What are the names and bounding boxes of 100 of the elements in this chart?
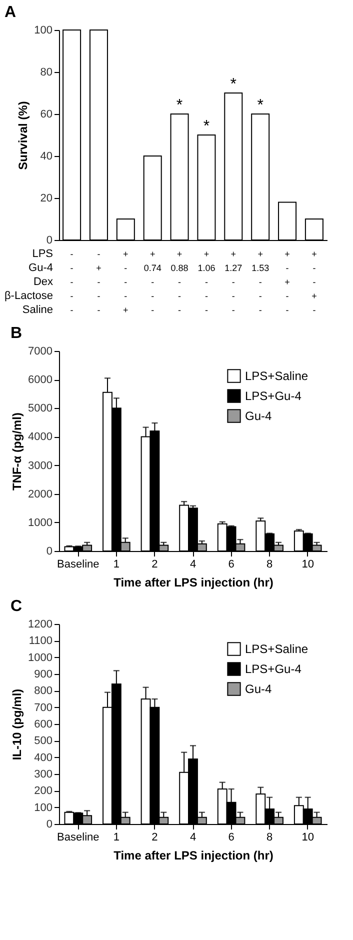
text: - (70, 277, 74, 287)
text: - (124, 277, 128, 287)
y-tick-label: 200 (34, 785, 52, 798)
y-tick-label: 2000 (28, 488, 52, 500)
chart-title: C (10, 598, 23, 615)
x-tick-label: 6 (228, 832, 234, 844)
text: - (151, 291, 154, 301)
text: - (258, 277, 262, 287)
text: 0.88 (170, 263, 188, 273)
text: + (284, 249, 290, 259)
x-axis-title: Time after LPS injection (hr) (114, 576, 274, 590)
text: - (178, 305, 182, 315)
text: + (312, 249, 317, 259)
text: - (70, 291, 74, 301)
text: - (70, 305, 74, 315)
y-tick-label: 800 (34, 685, 52, 698)
y-tick-label: 700 (34, 702, 52, 714)
text: - (204, 277, 208, 287)
text: - (97, 291, 100, 301)
x-tick-label: 8 (266, 832, 273, 844)
text: + (150, 249, 156, 259)
y-tick-label: 100 (34, 802, 52, 814)
text: + (96, 263, 102, 273)
y-tick-label: 1200 (28, 618, 52, 630)
text: + (312, 291, 317, 301)
text: + (123, 305, 128, 315)
x-tick-label: 6 (228, 558, 234, 570)
text: - (258, 291, 262, 301)
x-tick-label: 10 (302, 832, 314, 844)
text: - (178, 277, 182, 287)
text: - (97, 305, 100, 315)
text: LPS (32, 248, 53, 260)
text: β-Lactose (4, 290, 53, 302)
text: + (204, 249, 210, 259)
text: - (312, 277, 316, 287)
x-tick-label: 1 (113, 832, 120, 844)
chart-title: A (4, 4, 16, 21)
y-tick-label: 80 (40, 66, 52, 78)
chart-title: B (10, 325, 22, 342)
text: - (124, 291, 128, 301)
text: 0.74 (144, 263, 162, 273)
y-axis-title: IL-10 (pg/ml) (10, 688, 24, 760)
text: - (204, 291, 208, 301)
y-tick-label: 40 (40, 150, 52, 162)
text: - (286, 263, 289, 273)
text: - (312, 263, 316, 273)
y-tick-label: 7000 (28, 346, 52, 358)
text: - (286, 305, 289, 315)
y-tick-label: 900 (34, 668, 52, 680)
y-tick-label: 300 (34, 768, 52, 780)
y-tick-label: 0 (46, 546, 52, 558)
text: - (124, 263, 128, 273)
legend-label: LPS+Saline (245, 642, 308, 656)
y-tick-label: 600 (34, 718, 52, 730)
text: - (151, 277, 154, 287)
x-tick-label: 4 (190, 832, 196, 844)
text: - (286, 291, 289, 301)
text: - (178, 291, 182, 301)
y-tick-label: 6000 (28, 374, 52, 386)
text: 1.27 (224, 263, 242, 273)
legend-label: LPS+Gu-4 (245, 389, 302, 403)
y-tick-label: 0 (46, 818, 52, 830)
y-tick-label: 5000 (28, 402, 52, 415)
y-tick-label: 4000 (28, 431, 52, 444)
x-axis-title: Time after LPS injection (hr) (114, 848, 274, 862)
text: - (232, 291, 235, 301)
text: - (312, 305, 316, 315)
text: - (97, 249, 100, 259)
x-tick-label: 8 (266, 558, 273, 570)
x-tick-label: 10 (302, 558, 314, 570)
y-tick-label: 60 (40, 108, 52, 120)
text: 1.06 (198, 263, 216, 273)
text: + (176, 249, 182, 259)
y-tick-label: 1100 (28, 635, 52, 648)
y-axis-title: Survival (%) (16, 101, 30, 170)
text: - (258, 305, 262, 315)
data-label: * (203, 118, 210, 135)
text: - (232, 305, 235, 315)
text: + (123, 249, 128, 259)
text: - (97, 277, 100, 287)
legend-label: Gu-4 (245, 409, 272, 423)
y-tick-label: 400 (34, 752, 52, 764)
text: Dex (33, 276, 54, 288)
data-label: * (176, 97, 183, 114)
text: Gu-4 (28, 262, 53, 274)
x-tick-label: 1 (113, 558, 120, 570)
y-tick-label: 0 (46, 234, 52, 246)
x-tick-label: Baseline (57, 832, 100, 844)
y-tick-label: 1000 (28, 652, 52, 664)
y-tick-label: 20 (40, 192, 52, 204)
text: - (204, 305, 208, 315)
text: + (284, 277, 290, 287)
x-tick-label: Baseline (57, 558, 100, 570)
y-tick-label: 500 (34, 735, 52, 748)
text: - (70, 249, 74, 259)
x-tick-label: 2 (152, 832, 158, 844)
x-tick-label: 2 (152, 558, 158, 570)
y-tick-label: 1000 (28, 516, 52, 529)
y-tick-label: 100 (34, 24, 52, 36)
text: - (70, 263, 74, 273)
